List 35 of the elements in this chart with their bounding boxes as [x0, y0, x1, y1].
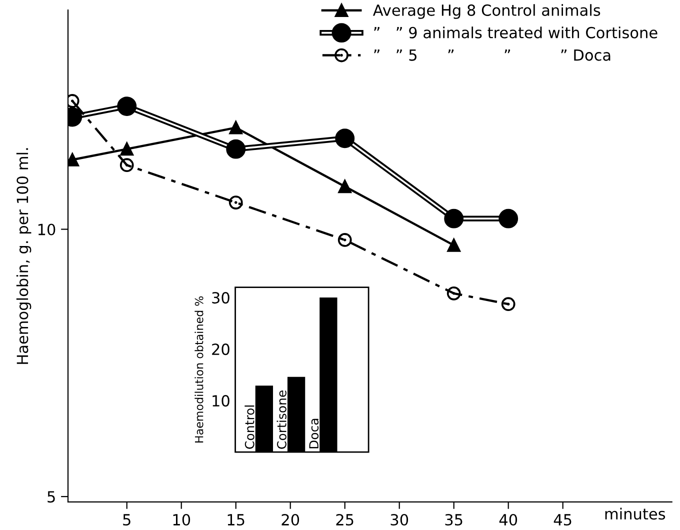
- legend-label: Average Hg 8 Control animals: [372, 4, 600, 19]
- x-tick-label: Doca: [309, 418, 319, 448]
- y-tick-label: 20: [212, 344, 230, 356]
- x-tick-label: 45: [554, 514, 572, 526]
- x-tick-label: 35: [445, 514, 462, 526]
- point: [335, 128, 355, 148]
- x-tick-label: 25: [336, 514, 354, 526]
- x-tick-label: Cortisone: [276, 390, 286, 449]
- point: [226, 139, 246, 159]
- x-tick-label: Control: [244, 406, 254, 449]
- point: [228, 196, 243, 210]
- point: [229, 121, 242, 134]
- x-tick-label: 30: [390, 514, 408, 526]
- point: [446, 286, 461, 300]
- y-tick-label: 30: [212, 292, 230, 304]
- point: [338, 180, 352, 194]
- y-axis-title: Haemodilution obtained %: [194, 296, 204, 442]
- y-tick-label: 10: [212, 395, 230, 407]
- point: [444, 208, 464, 228]
- point: [120, 158, 134, 172]
- legend-label: ” ” 5 ” ” ” Doca: [374, 49, 610, 61]
- point: [501, 297, 516, 312]
- x-tick-label: 10: [173, 514, 190, 526]
- x-tick-label: 40: [499, 514, 518, 526]
- x-tick-label: 15: [228, 514, 244, 526]
- x-tick-label: 5: [123, 514, 130, 526]
- point: [447, 238, 460, 252]
- legend-label: ” ” 9 animals treated with Cortisone: [374, 26, 658, 38]
- point: [498, 208, 518, 228]
- x-tick-label: 20: [282, 514, 300, 526]
- point: [117, 96, 137, 116]
- point: [338, 233, 352, 247]
- point: [120, 142, 134, 156]
- y-axis-title: Haemoglobin, g. per 100 ml.: [16, 148, 32, 364]
- x-axis-title: minutes: [605, 508, 666, 520]
